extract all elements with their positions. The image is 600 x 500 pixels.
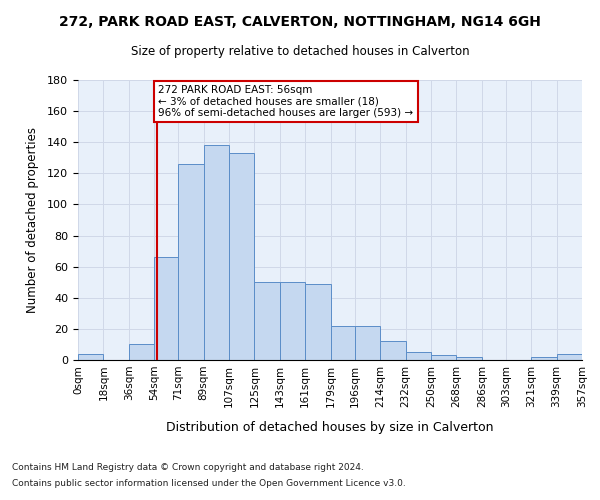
Bar	[457, 357, 482, 360]
Text: 272, PARK ROAD EAST, CALVERTON, NOTTINGHAM, NG14 6GH: 272, PARK ROAD EAST, CALVERTON, NOTTINGH…	[59, 15, 541, 29]
Bar	[380, 342, 406, 360]
Bar	[178, 164, 203, 360]
Bar	[557, 354, 582, 360]
Text: Contains HM Land Registry data © Crown copyright and database right 2024.: Contains HM Land Registry data © Crown c…	[12, 464, 364, 472]
Text: Size of property relative to detached houses in Calverton: Size of property relative to detached ho…	[131, 45, 469, 58]
Bar	[254, 282, 280, 360]
Bar	[406, 352, 431, 360]
Bar	[305, 284, 331, 360]
X-axis label: Distribution of detached houses by size in Calverton: Distribution of detached houses by size …	[166, 421, 494, 434]
Bar	[431, 356, 457, 360]
Bar	[129, 344, 154, 360]
Bar	[531, 357, 557, 360]
Bar	[203, 146, 229, 360]
Bar	[280, 282, 305, 360]
Bar	[355, 326, 380, 360]
Bar	[229, 153, 254, 360]
Bar	[154, 258, 178, 360]
Text: 272 PARK ROAD EAST: 56sqm
← 3% of detached houses are smaller (18)
96% of semi-d: 272 PARK ROAD EAST: 56sqm ← 3% of detach…	[158, 84, 413, 118]
Bar	[331, 326, 355, 360]
Text: Contains public sector information licensed under the Open Government Licence v3: Contains public sector information licen…	[12, 478, 406, 488]
Bar	[78, 354, 103, 360]
Y-axis label: Number of detached properties: Number of detached properties	[26, 127, 39, 313]
